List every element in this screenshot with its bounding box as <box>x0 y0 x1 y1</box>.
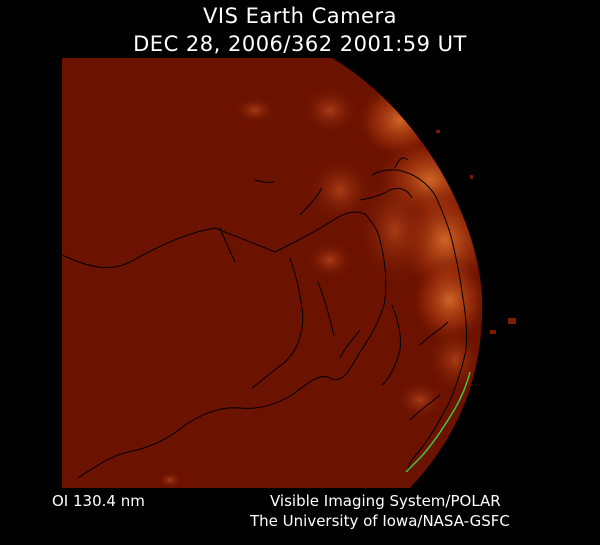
earth-disk <box>62 58 483 488</box>
highlighted-coastline <box>405 371 471 473</box>
instrument-credit: Visible Imaging System/POLAR <box>270 492 501 510</box>
limb-speckles <box>436 130 516 334</box>
image-timestamp: DEC 28, 2006/362 2001:59 UT <box>133 32 467 56</box>
coastlines <box>61 157 468 479</box>
institution-credit: The University of Iowa/NASA-GSFC <box>250 512 510 530</box>
filter-wavelength-label: OI 130.4 nm <box>52 492 145 510</box>
image-title: VIS Earth Camera <box>203 4 397 28</box>
